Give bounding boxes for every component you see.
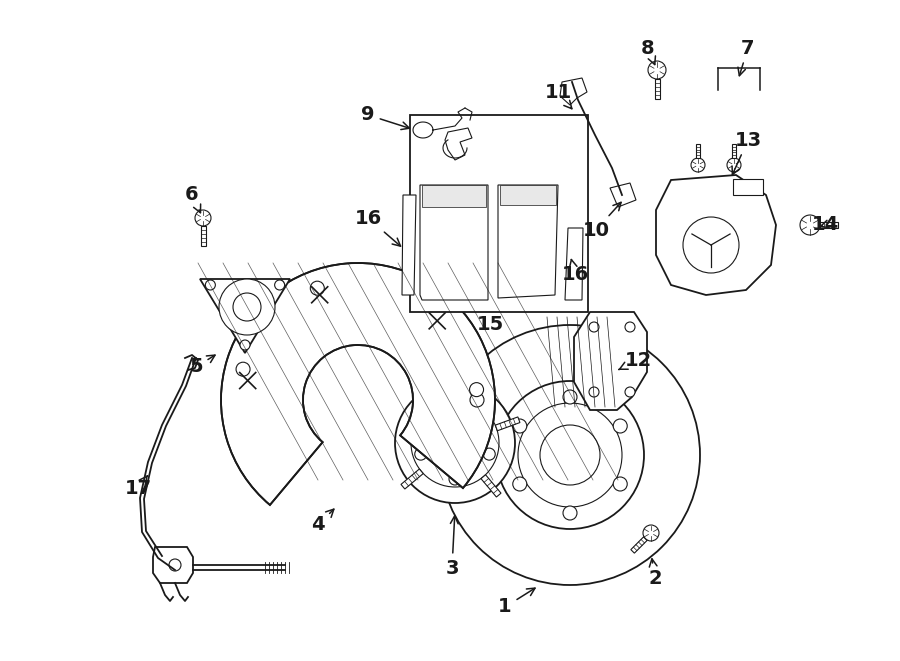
Circle shape xyxy=(240,340,250,350)
Circle shape xyxy=(233,293,261,321)
Circle shape xyxy=(513,477,526,491)
Text: 6: 6 xyxy=(185,186,201,213)
Circle shape xyxy=(589,322,599,332)
Circle shape xyxy=(395,383,515,503)
Circle shape xyxy=(496,381,644,529)
Circle shape xyxy=(691,158,705,172)
Circle shape xyxy=(589,387,599,397)
Text: 17: 17 xyxy=(124,476,151,498)
Text: 16: 16 xyxy=(355,208,400,246)
Bar xyxy=(422,185,486,207)
Circle shape xyxy=(613,477,627,491)
Circle shape xyxy=(563,506,577,520)
Polygon shape xyxy=(565,228,583,300)
Polygon shape xyxy=(402,195,416,295)
Circle shape xyxy=(411,399,499,487)
Text: 10: 10 xyxy=(582,202,621,239)
Polygon shape xyxy=(574,312,647,410)
Polygon shape xyxy=(495,417,520,431)
Polygon shape xyxy=(481,475,501,497)
Circle shape xyxy=(415,448,427,460)
Circle shape xyxy=(219,279,275,335)
Text: 11: 11 xyxy=(544,83,572,108)
Polygon shape xyxy=(200,279,290,353)
Circle shape xyxy=(513,419,526,433)
Circle shape xyxy=(800,215,820,235)
Polygon shape xyxy=(560,78,587,105)
Circle shape xyxy=(470,393,484,407)
Text: 13: 13 xyxy=(732,130,761,175)
Polygon shape xyxy=(696,144,700,158)
Text: 5: 5 xyxy=(189,355,215,377)
Polygon shape xyxy=(201,226,205,246)
Polygon shape xyxy=(401,469,423,489)
Polygon shape xyxy=(420,185,488,300)
Bar xyxy=(410,115,588,312)
Circle shape xyxy=(518,403,622,507)
Text: 16: 16 xyxy=(562,259,589,284)
Text: 9: 9 xyxy=(361,106,410,130)
Text: 7: 7 xyxy=(738,38,755,76)
Circle shape xyxy=(470,383,483,397)
Circle shape xyxy=(169,559,181,571)
Text: 1: 1 xyxy=(499,588,535,617)
Polygon shape xyxy=(153,547,193,583)
Polygon shape xyxy=(445,128,472,160)
Circle shape xyxy=(683,217,739,273)
Polygon shape xyxy=(732,144,736,158)
Circle shape xyxy=(449,473,461,485)
Circle shape xyxy=(648,61,666,79)
Circle shape xyxy=(625,387,635,397)
Polygon shape xyxy=(631,537,647,553)
Circle shape xyxy=(236,362,250,376)
Circle shape xyxy=(643,525,659,541)
Circle shape xyxy=(440,325,700,585)
Polygon shape xyxy=(820,222,838,228)
Bar xyxy=(733,179,763,195)
Circle shape xyxy=(310,281,324,295)
Text: 15: 15 xyxy=(476,315,504,334)
Circle shape xyxy=(563,390,577,404)
Circle shape xyxy=(428,408,440,420)
Text: 14: 14 xyxy=(812,215,839,235)
Circle shape xyxy=(205,280,215,290)
Polygon shape xyxy=(656,175,776,295)
Circle shape xyxy=(195,210,211,226)
Circle shape xyxy=(727,158,741,172)
Polygon shape xyxy=(498,185,558,298)
Text: 3: 3 xyxy=(446,516,459,578)
Polygon shape xyxy=(610,183,636,207)
Circle shape xyxy=(625,322,635,332)
Circle shape xyxy=(483,448,495,460)
Polygon shape xyxy=(654,79,660,99)
Circle shape xyxy=(419,295,433,309)
Text: 2: 2 xyxy=(648,559,662,588)
Bar xyxy=(500,185,556,205)
Text: 8: 8 xyxy=(641,38,655,65)
Wedge shape xyxy=(221,263,495,505)
Text: 12: 12 xyxy=(619,350,652,369)
Circle shape xyxy=(540,425,600,485)
Circle shape xyxy=(427,415,483,471)
Circle shape xyxy=(274,280,284,290)
Circle shape xyxy=(441,429,469,457)
Circle shape xyxy=(613,419,627,433)
Circle shape xyxy=(470,408,482,420)
Text: 4: 4 xyxy=(311,509,334,535)
